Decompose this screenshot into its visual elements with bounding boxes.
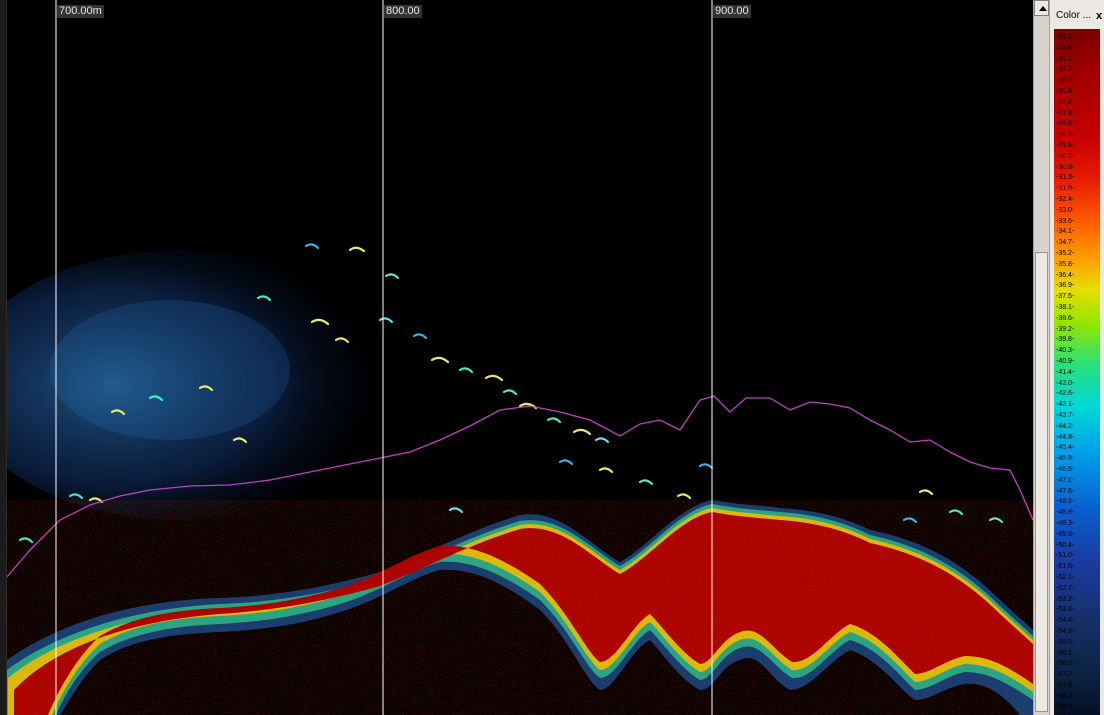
color-scale-tick: -54.4- [1056,617,1075,625]
color-scale-tick: -31.3- [1056,174,1075,182]
color-scale-tick: -57.2- [1056,671,1075,679]
echogram-left-border [0,0,7,715]
color-scale-tick: -34.7- [1056,239,1075,247]
color-scale-tick: -51.6- [1056,563,1075,571]
distance-label-700: 700.00m [57,5,104,18]
color-scale-tick: -34.1- [1056,228,1075,236]
color-scale-tick: -39.8- [1056,336,1075,344]
color-scale-tick: -42.0- [1056,379,1075,387]
color-scale-tick: -56.6- [1056,660,1075,668]
color-scale-tick: -51.0- [1056,552,1075,560]
color-scale-tick: -52.1- [1056,574,1075,581]
color-scale-tick: -40.3- [1056,347,1075,355]
color-scale-tick: -48.2- [1056,498,1075,506]
color-scale-tick: -46.5- [1056,466,1075,473]
color-scale-tick: -38.1- [1056,304,1075,311]
color-scale-ticks: -24.0- -24.6- -25.1- -25.7- -26.2- -26.8- -27.… [1056,29,1100,715]
color-scale-tick: -36.4- [1056,271,1075,279]
color-scale-tick: -55.5- [1056,638,1075,646]
color-scale-tick: -58.9- [1056,703,1075,711]
fish-school-core [50,300,290,440]
color-scale-tick: -29.6- [1056,142,1075,149]
color-scale-tick: -40.9- [1056,358,1075,365]
color-scale-tick: -41.4- [1056,368,1075,376]
fish-school [0,250,400,520]
color-scale-tick: -43.1- [1056,401,1075,409]
color-scale-tick: -44.8- [1056,433,1075,441]
echogram-canvas[interactable] [0,0,1033,715]
color-scale-tick: -38.6- [1056,314,1075,322]
color-scale-tick: -42.6- [1056,390,1075,398]
fish-tracks [18,243,1004,544]
color-scale-tick: -56.1- [1056,649,1075,657]
color-scale-tick: -57.8- [1056,682,1075,689]
color-scale-tick: -35.2- [1056,250,1075,257]
distance-label-900: 900.00 [713,5,751,18]
color-scale-tick: -28.5- [1056,120,1075,128]
color-scale-title: Color ... [1056,10,1092,21]
close-icon[interactable]: x [1096,10,1103,22]
triangle-up-icon[interactable] [1034,0,1049,16]
color-scale-tick: -30.2- [1056,152,1075,160]
color-scale-tick: -24.6- [1056,44,1075,52]
distance-label-800: 800.00 [384,5,422,18]
echogram-view[interactable]: 700.00m 800.00 900.00 [0,0,1033,715]
color-scale-tick: -45.4- [1056,444,1075,452]
color-scale-tick: -26.8- [1056,88,1075,95]
color-scale-tick: -27.9- [1056,109,1075,117]
color-scale-tick: -39.2- [1056,325,1075,333]
color-scale-tick: -33.6- [1056,217,1075,225]
color-scale-tick: -36.9- [1056,282,1075,290]
color-scale-tick: -58.3- [1056,692,1075,700]
seabed-noise [0,500,1033,715]
color-scale-tick: -53.8- [1056,606,1075,614]
color-scale-tick: -37.5- [1056,293,1075,301]
color-scale-tick: -35.8- [1056,260,1075,268]
color-scale-tick: -49.9- [1056,530,1075,538]
color-scale-header: Color ... x [1051,6,1104,26]
color-scale-tick: -31.9- [1056,185,1075,193]
color-scale-tick: -43.7- [1056,412,1075,419]
color-scale-tick: -26.2- [1056,77,1075,85]
color-scale-tick: -27.4- [1056,98,1075,106]
color-scale-tick: -33.0- [1056,206,1075,214]
color-scale-tick: -44.2- [1056,422,1075,430]
color-scale-tick: -25.7- [1056,66,1075,74]
color-scale-tick: -47.1- [1056,476,1075,484]
color-scale-tick: -52.7- [1056,584,1075,592]
color-scale-tick: -50.4- [1056,541,1075,549]
color-scale-tick: -25.1- [1056,55,1075,63]
color-scale-tick: -30.8- [1056,163,1075,171]
color-scale-tick: -45.9- [1056,455,1075,463]
color-scale-tick: -29.1- [1056,131,1075,139]
scrollbar-thumb[interactable] [1035,252,1048,712]
color-scale-tick: -53.2- [1056,595,1075,603]
color-scale-tick: -54.9- [1056,628,1075,635]
color-scale-tick: -49.3- [1056,520,1075,527]
color-scale-tick: -48.8- [1056,509,1075,517]
color-scale-tick: -47.6- [1056,487,1075,495]
line-trace [5,395,1033,579]
color-scale-tick: -32.4- [1056,196,1075,203]
color-scale-gradient [1054,29,1100,715]
vertical-scrollbar[interactable] [1033,0,1049,715]
color-scale-tick: -24.0- [1056,34,1075,41]
color-scale-panel: Color ... x -24.0- -24.6- -25.1- -25.7- -26.… [1049,0,1104,715]
